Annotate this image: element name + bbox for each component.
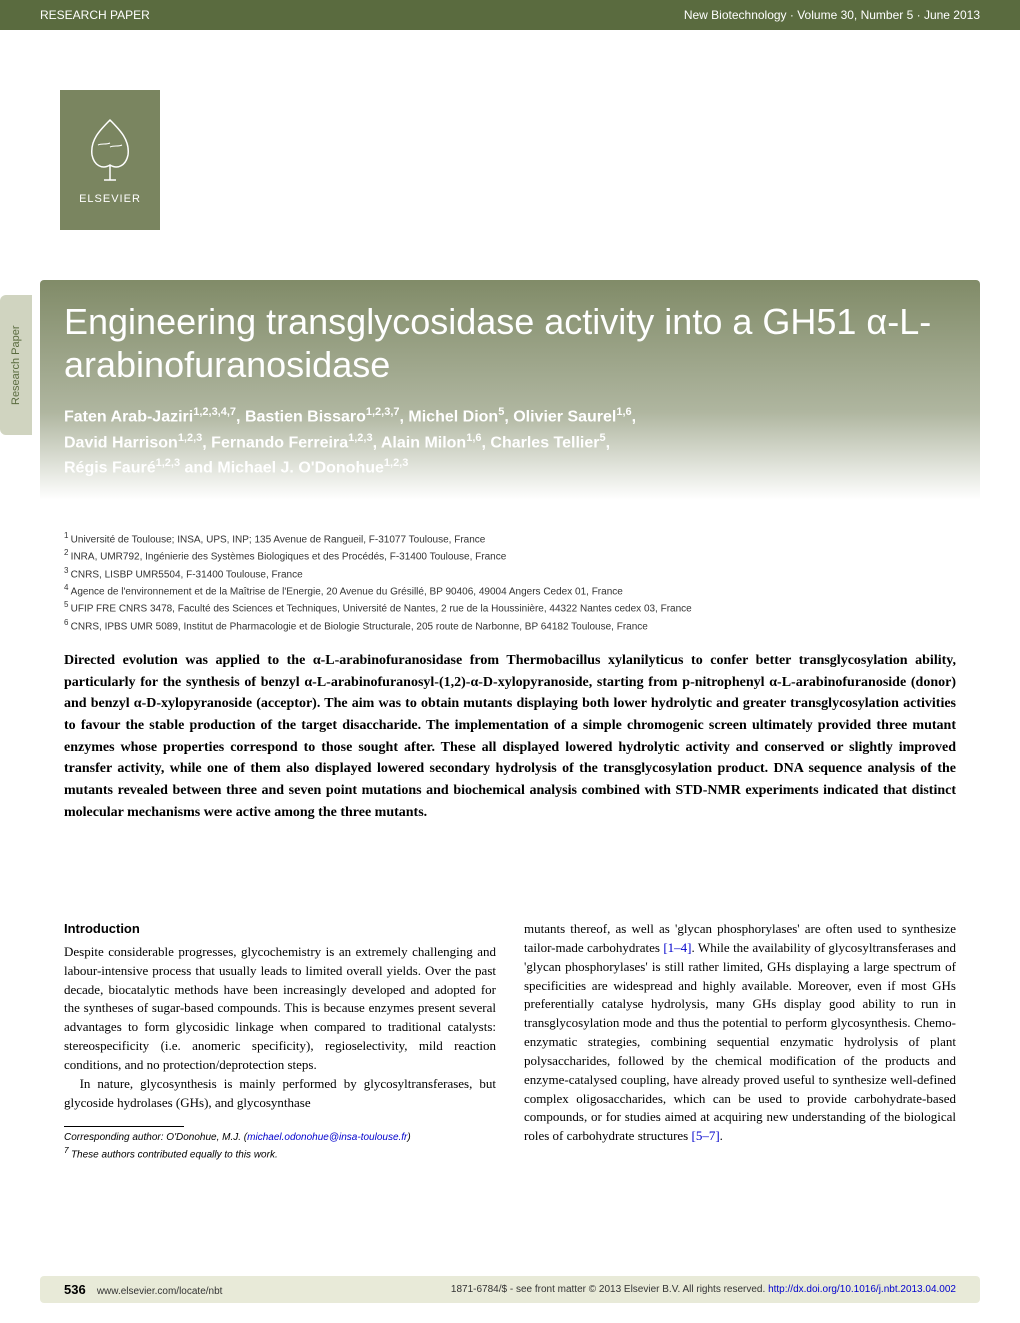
author-affil-sup: 1,2,3,4,7 — [193, 406, 236, 418]
author: Régis Fauré — [64, 459, 156, 476]
page-number: 536 — [64, 1282, 86, 1297]
affiliation: 5 UFIP FRE CNRS 3478, Faculté des Scienc… — [64, 599, 956, 616]
doi-link[interactable]: http://dx.doi.org/10.1016/j.nbt.2013.04.… — [768, 1284, 956, 1295]
corresponding-email-link[interactable]: michael.odonohue@insa-toulouse.fr — [247, 1132, 407, 1143]
citation-link[interactable]: [1–4] — [663, 940, 691, 955]
title-banner: Engineering transglycosidase activity in… — [40, 280, 980, 500]
footnote-divider — [64, 1126, 184, 1127]
page-footer: 536 www.elsevier.com/locate/nbt 1871-678… — [40, 1276, 980, 1303]
column-left: Introduction Despite considerable progre… — [64, 920, 496, 1163]
footer-site: www.elsevier.com/locate/nbt — [97, 1286, 223, 1297]
body-paragraph: mutants thereof, as well as 'glycan phos… — [524, 920, 956, 1146]
journal-header: RESEARCH PAPER New Biotechnology · Volum… — [0, 0, 1020, 30]
corresponding-author-note: Corresponding author: O'Donohue, M.J. (m… — [64, 1131, 496, 1145]
abstract: Directed evolution was applied to the α-… — [64, 650, 956, 824]
author-affil-sup: 1,6 — [616, 406, 631, 418]
intro-paragraph: Despite considerable progresses, glycoch… — [64, 943, 496, 1075]
author: David Harrison — [64, 434, 178, 451]
intro-paragraph: In nature, glycosynthesis is mainly perf… — [64, 1075, 496, 1113]
elsevier-tree-icon — [80, 115, 140, 185]
author: and Michael J. O'Donohue — [180, 459, 384, 476]
author: , Olivier Saurel — [504, 409, 616, 426]
side-tab: Research Paper — [0, 295, 32, 435]
author: , Alain Milon — [373, 434, 467, 451]
author-affil-sup: 1,2,3 — [156, 457, 180, 469]
author: , Fernando Ferreira — [202, 434, 348, 451]
author: Faten Arab-Jaziri — [64, 409, 193, 426]
equal-contribution-note: 7 These authors contributed equally to t… — [64, 1145, 496, 1162]
affiliation: 6 CNRS, IPBS UMR 5089, Institut de Pharm… — [64, 617, 956, 634]
affiliation: 3 CNRS, LISBP UMR5504, F-31400 Toulouse,… — [64, 565, 956, 582]
author-affil-sup: 1,2,3 — [348, 432, 372, 444]
affiliations-list: 1 Université de Toulouse; INSA, UPS, INP… — [64, 530, 956, 634]
affiliation: 4 Agence de l'environnement et de la Maî… — [64, 582, 956, 599]
author-affil-sup: 1,2,3 — [178, 432, 202, 444]
intro-heading: Introduction — [64, 920, 496, 939]
body-columns: Introduction Despite considerable progre… — [64, 920, 956, 1163]
footer-copyright: 1871-6784/$ - see front matter © 2013 El… — [451, 1284, 768, 1295]
side-tab-label: Research Paper — [10, 325, 22, 405]
column-right: mutants thereof, as well as 'glycan phos… — [524, 920, 956, 1163]
author: , Charles Tellier — [482, 434, 600, 451]
affiliation: 1 Université de Toulouse; INSA, UPS, INP… — [64, 530, 956, 547]
citation-link[interactable]: [5–7] — [692, 1128, 720, 1143]
header-label-right: New Biotechnology · Volume 30, Number 5 … — [684, 8, 980, 22]
header-label-left: RESEARCH PAPER — [40, 8, 150, 22]
affiliation: 2 INRA, UMR792, Ingénierie des Systèmes … — [64, 547, 956, 564]
author-affil-sup: 1,2,3,7 — [366, 406, 400, 418]
paper-title: Engineering transglycosidase activity in… — [64, 300, 956, 386]
author-affil-sup: 1,6 — [466, 432, 481, 444]
author: , Bastien Bissaro — [236, 409, 366, 426]
publisher-name: ELSEVIER — [79, 193, 141, 205]
publisher-logo-block: ELSEVIER — [60, 90, 160, 230]
authors-list: Faten Arab-Jaziri1,2,3,4,7, Bastien Biss… — [64, 404, 956, 480]
author-affil-sup: 1,2,3 — [384, 457, 408, 469]
author: , Michel Dion — [400, 409, 499, 426]
